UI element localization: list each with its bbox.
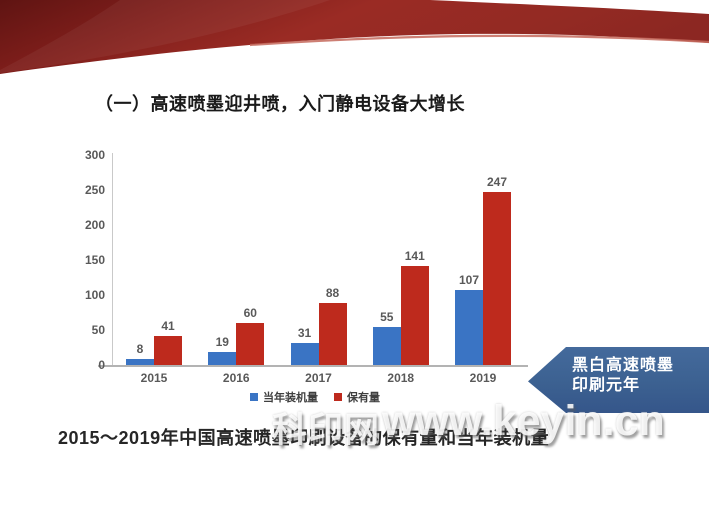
y-tick-label: 100 <box>84 288 105 302</box>
y-tick-label: 150 <box>84 253 105 267</box>
bar-value-label: 8 <box>136 342 144 357</box>
bar-blue-2017 <box>290 343 319 365</box>
bar-value-label: 88 <box>325 286 340 301</box>
y-tick-label: 50 <box>91 323 105 337</box>
legend-label: 当年装机量 <box>263 392 318 404</box>
x-axis-category-label: 2018 <box>387 371 415 385</box>
legend-label: 保有量 <box>347 392 380 404</box>
legend-swatch <box>334 393 342 401</box>
bar-value-label: 55 <box>380 309 394 324</box>
legend-swatch <box>250 393 258 401</box>
bar-value-label: 107 <box>458 273 480 288</box>
bar-blue-2016 <box>208 351 237 365</box>
bar-blue-2015 <box>126 359 154 365</box>
slide-title: （一）高速喷墨迎井喷，入门静电设备大增长 <box>95 94 465 114</box>
y-tick-label: 250 <box>84 183 105 197</box>
bar-red-2018 <box>400 266 429 365</box>
bar-value-label: 247 <box>486 175 508 190</box>
ribbon-sheen <box>0 0 330 73</box>
chart-legend: 当年装机量 保有量 <box>100 390 530 404</box>
bar-red-2019 <box>483 192 511 365</box>
x-axis-category-label: 2017 <box>305 371 332 385</box>
y-tick-label: 200 <box>84 218 105 232</box>
chart-caption: 2015～2019年中国高速喷墨印刷设备的保有量和当年装机量 <box>58 428 550 448</box>
bar-value-label: 141 <box>404 249 425 264</box>
bar-red-2017 <box>318 303 347 365</box>
bar-value-label: 31 <box>297 326 312 341</box>
bar-red-2016 <box>236 323 265 365</box>
header-ribbon <box>0 0 709 74</box>
bar-red-2015 <box>154 336 182 365</box>
bar-value-label: 60 <box>243 306 257 320</box>
x-axis-line <box>98 365 528 367</box>
bar-blue-2018 <box>372 326 401 365</box>
bar-value-label: 19 <box>215 334 229 349</box>
callout-text: 黑白高速喷墨 印刷元年 <box>572 356 674 396</box>
callout-line1: 黑白高速喷墨 <box>572 357 675 374</box>
legend-item: 当年装机量 <box>250 389 318 405</box>
x-axis-category-label: 2019 <box>469 371 497 385</box>
x-axis-category-label: 2015 <box>140 371 168 385</box>
callout-line2: 印刷元年 <box>572 377 641 394</box>
bar-blue-2019 <box>455 290 483 365</box>
callout-arrow: 黑白高速喷墨 印刷元年 <box>528 347 709 413</box>
y-tick-label: 300 <box>84 148 105 162</box>
legend-item: 保有量 <box>334 389 380 405</box>
ribbon-main-shape <box>0 0 709 74</box>
bar-value-label: 41 <box>161 319 175 334</box>
ribbon-highlight-edge <box>249 34 709 47</box>
y-axis-line <box>112 153 113 366</box>
x-axis-category-label: 2016 <box>222 371 250 385</box>
y-tick-label: 0 <box>98 358 105 372</box>
